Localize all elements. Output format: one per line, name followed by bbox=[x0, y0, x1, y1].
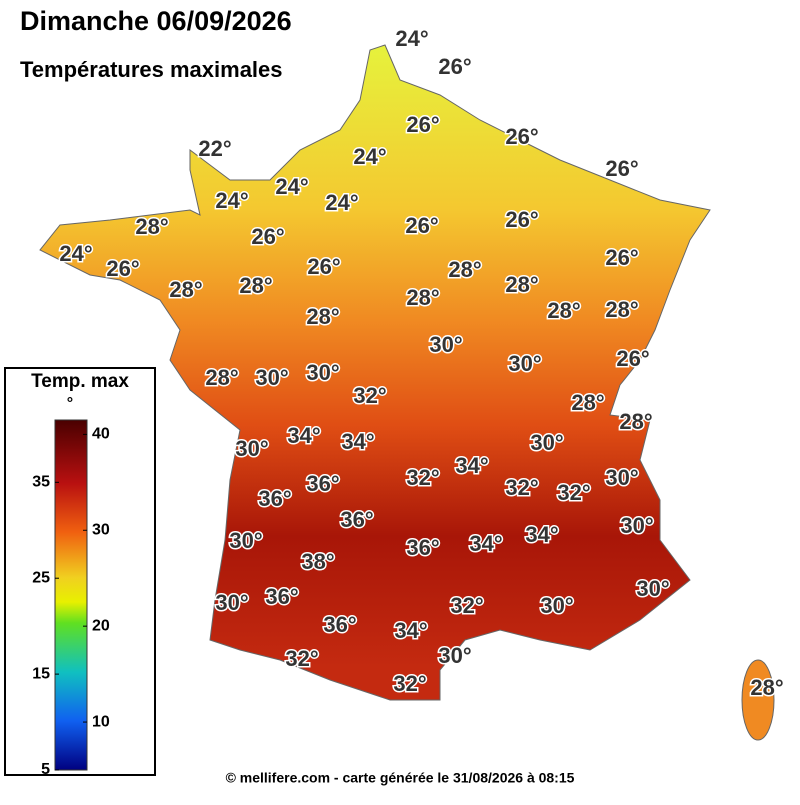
temperature-label: 28° bbox=[205, 365, 238, 390]
temperature-label: 36° bbox=[340, 507, 373, 532]
temperature-label: 24° bbox=[395, 26, 428, 51]
temperature-label: 30° bbox=[620, 513, 653, 538]
temperature-label: 26° bbox=[605, 156, 638, 181]
temperature-label: 30° bbox=[530, 430, 563, 455]
temperature-label: 26° bbox=[106, 256, 139, 281]
temperature-label: 24° bbox=[275, 174, 308, 199]
temperature-label: 26° bbox=[405, 213, 438, 238]
temperature-label: 28° bbox=[571, 390, 604, 415]
france-outline bbox=[39, 44, 711, 701]
temperature-label: 28° bbox=[547, 298, 580, 323]
temperature-label: 30° bbox=[306, 360, 339, 385]
temperature-label: 28° bbox=[750, 675, 783, 700]
temperature-label: 30° bbox=[508, 351, 541, 376]
temperature-label: 26° bbox=[406, 112, 439, 137]
temperature-label: 34° bbox=[394, 618, 427, 643]
temperature-label: 30° bbox=[229, 528, 262, 553]
temperature-label: 28° bbox=[239, 273, 272, 298]
temperature-label: 36° bbox=[258, 486, 291, 511]
temperature-label: 28° bbox=[505, 272, 538, 297]
temperature-label: 36° bbox=[406, 535, 439, 560]
temperature-label: 34° bbox=[287, 423, 320, 448]
temperature-label: 32° bbox=[393, 671, 426, 696]
temperature-label: 28° bbox=[306, 304, 339, 329]
temperature-label: 26° bbox=[505, 124, 538, 149]
temperature-label: 26° bbox=[438, 54, 471, 79]
temperature-label: 28° bbox=[135, 214, 168, 239]
temperature-label: 32° bbox=[285, 646, 318, 671]
temperature-label: 30° bbox=[636, 576, 669, 601]
tick-label: 15 bbox=[32, 665, 50, 682]
temperature-label: 28° bbox=[169, 277, 202, 302]
legend-unit: ° bbox=[67, 395, 73, 412]
temperature-label: 30° bbox=[429, 332, 462, 357]
temperature-label: 34° bbox=[455, 453, 488, 478]
tick-label: 10 bbox=[92, 713, 110, 730]
tick-label: 35 bbox=[32, 474, 50, 491]
temperature-label: 30° bbox=[438, 643, 471, 668]
temperature-label: 36° bbox=[265, 584, 298, 609]
temperature-label: 26° bbox=[605, 245, 638, 270]
temperature-label: 24° bbox=[325, 190, 358, 215]
tick-label: 25 bbox=[32, 569, 50, 586]
temperature-label: 34° bbox=[469, 531, 502, 556]
tick-label: 40 bbox=[92, 426, 110, 443]
subtitle: Températures maximales bbox=[20, 57, 283, 82]
temperature-label: 36° bbox=[306, 471, 339, 496]
temperature-label: 30° bbox=[235, 436, 268, 461]
tick-label: 5 bbox=[41, 761, 50, 778]
temperature-label: 34° bbox=[341, 429, 374, 454]
temperature-label: 36° bbox=[323, 612, 356, 637]
temperature-label: 32° bbox=[450, 593, 483, 618]
temperature-label: 24° bbox=[215, 188, 248, 213]
temperature-label: 24° bbox=[59, 241, 92, 266]
temperature-label: 30° bbox=[605, 465, 638, 490]
temperature-label: 30° bbox=[255, 365, 288, 390]
temperature-label: 28° bbox=[406, 285, 439, 310]
temperature-label: 32° bbox=[557, 480, 590, 505]
legend-title: Temp. max bbox=[31, 371, 129, 392]
corsica bbox=[741, 659, 775, 741]
tick-label: 30 bbox=[92, 521, 110, 538]
temperature-label: 26° bbox=[616, 346, 649, 371]
temperature-label: 22° bbox=[198, 136, 231, 161]
temperature-label: 28° bbox=[605, 297, 638, 322]
temperature-label: 32° bbox=[406, 465, 439, 490]
temperature-label: 28° bbox=[619, 409, 652, 434]
temperature-label: 34° bbox=[525, 522, 558, 547]
title: Dimanche 06/09/2026 bbox=[20, 6, 292, 36]
temperature-label: 26° bbox=[251, 224, 284, 249]
temperature-label: 26° bbox=[307, 254, 340, 279]
temperature-label: 30° bbox=[215, 590, 248, 615]
temperature-label: 32° bbox=[353, 383, 386, 408]
color-bar bbox=[54, 419, 88, 771]
footer: © mellifere.com - carte générée le 31/08… bbox=[226, 770, 575, 786]
temperature-label: 28° bbox=[448, 257, 481, 282]
temperature-label: 26° bbox=[505, 207, 538, 232]
temperature-label: 32° bbox=[505, 475, 538, 500]
temperature-label: 38° bbox=[301, 549, 334, 574]
temperature-label: 24° bbox=[353, 144, 386, 169]
tick-label: 20 bbox=[92, 617, 110, 634]
temperature-label: 30° bbox=[540, 593, 573, 618]
